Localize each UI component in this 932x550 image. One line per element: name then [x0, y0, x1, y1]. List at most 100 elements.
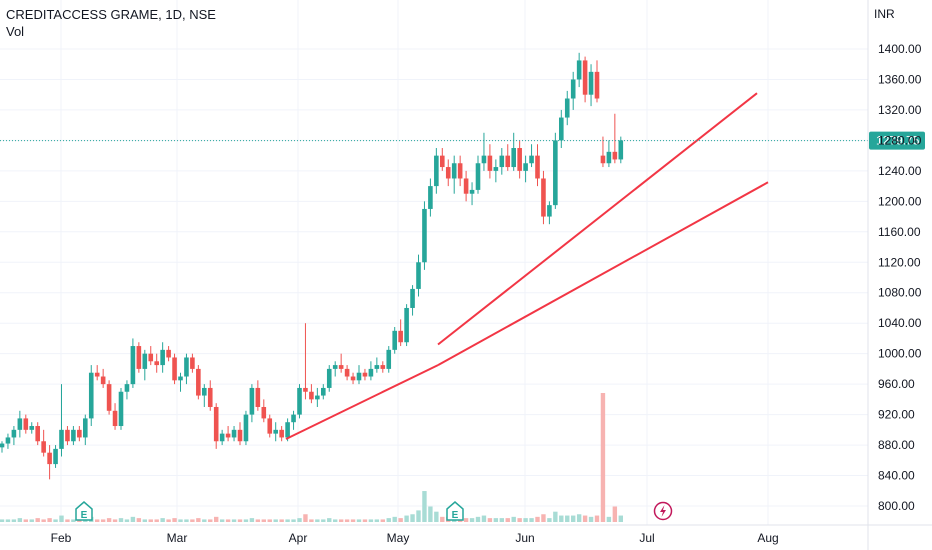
- candle-body: [564, 98, 570, 118]
- volume-bar: [434, 511, 439, 522]
- candle-body: [148, 353, 154, 362]
- volume-bar: [404, 515, 409, 522]
- volume-indicator-label: Vol: [6, 24, 25, 39]
- volume-bar: [541, 514, 546, 522]
- candle-body: [576, 60, 582, 80]
- volume-bar: [350, 519, 356, 522]
- candle-body: [303, 387, 308, 392]
- candle-body: [416, 262, 421, 289]
- candle-body: [172, 357, 177, 381]
- volume-bar: [172, 518, 177, 522]
- time-tick-label: Mar: [167, 531, 188, 545]
- candle-body: [207, 387, 213, 407]
- candle-body: [594, 71, 600, 99]
- candle-body: [309, 391, 314, 400]
- volume-bar: [565, 515, 570, 522]
- candle-body: [582, 60, 588, 95]
- volume-bar: [321, 519, 326, 522]
- symbol-title: CREDITACCESS GRAME, 1D, NSE: [6, 7, 216, 22]
- currency-label[interactable]: INR: [874, 7, 895, 21]
- trendlines[interactable]: [285, 92, 769, 440]
- volume-bar: [356, 519, 362, 522]
- candle-body: [398, 330, 403, 343]
- volume-bar: [142, 519, 147, 522]
- volume-bar: [279, 519, 284, 522]
- candle-body: [523, 163, 528, 171]
- candle-body: [273, 429, 278, 434]
- earnings-e-icon[interactable]: E: [75, 501, 93, 521]
- candle-body: [130, 346, 136, 385]
- price-tick-label: 1080.00: [878, 286, 922, 300]
- volume-bar: [553, 511, 558, 522]
- volume-bar: [0, 519, 5, 522]
- candle-body: [196, 368, 201, 396]
- volume-bar: [511, 516, 516, 522]
- earnings-e-icon[interactable]: E: [446, 501, 464, 521]
- volume-bar: [517, 518, 522, 522]
- volume-bar: [261, 519, 266, 522]
- volume-bar: [208, 519, 213, 522]
- candle-body: [511, 148, 516, 168]
- volume-bar: [588, 516, 594, 522]
- candle-body: [404, 307, 409, 343]
- volume-bar: [243, 519, 249, 522]
- volume-bar: [65, 519, 70, 522]
- lightning-icon[interactable]: [653, 501, 673, 521]
- earnings-marker-label: E: [452, 510, 459, 521]
- volume-bar: [214, 516, 219, 522]
- chart-grid: [0, 0, 868, 525]
- volume-bar: [249, 518, 255, 522]
- candle-body: [285, 422, 290, 438]
- last-price-line: 1279.75: [0, 131, 925, 150]
- candle-body: [487, 155, 493, 171]
- volume-bar: [53, 519, 58, 522]
- volume-bar: [291, 519, 296, 522]
- candle-body: [213, 406, 219, 442]
- candle-body: [612, 151, 618, 160]
- volume-bar: [428, 506, 433, 522]
- time-tick-label: Apr: [289, 531, 308, 545]
- volume-bar: [499, 518, 504, 522]
- volume-bar: [315, 519, 320, 522]
- candle-body: [249, 387, 255, 415]
- volume-bar: [398, 518, 403, 522]
- price-tick-label: 960.00: [878, 377, 915, 391]
- volume-bar: [547, 518, 552, 522]
- volume-bar: [106, 518, 112, 522]
- volume-bar: [618, 515, 623, 522]
- candle-body: [124, 384, 130, 392]
- candle-body: [237, 429, 243, 442]
- candle-body: [380, 365, 386, 369]
- candle-body: [106, 384, 112, 411]
- price-tick-label: 1400.00: [878, 42, 922, 56]
- candle-body: [100, 376, 106, 385]
- volume-bar: [41, 519, 46, 522]
- time-tick-label: Jun: [515, 531, 534, 545]
- volume-bar: [184, 519, 189, 522]
- volume-bar: [285, 519, 290, 522]
- candle-body: [517, 148, 522, 171]
- candle-body: [11, 429, 17, 438]
- price-tick-label: 880.00: [878, 438, 915, 452]
- time-tick-label: May: [387, 531, 410, 545]
- candle-body: [94, 372, 100, 377]
- candle-body: [112, 410, 118, 427]
- candle-body: [326, 368, 332, 388]
- candle-body: [154, 361, 159, 366]
- volume-bar: [178, 519, 183, 522]
- candle-body: [231, 429, 237, 438]
- time-axis[interactable]: Feb Mar Apr May Jun Jul Aug: [51, 531, 779, 545]
- last-price-badge: [869, 131, 925, 150]
- candle-body: [291, 414, 296, 423]
- price-tick-label: 840.00: [878, 469, 915, 483]
- candle-body: [267, 418, 273, 434]
- volume-bar: [166, 519, 171, 522]
- volume-bar: [148, 519, 153, 522]
- volume-bar: [5, 519, 11, 522]
- candle-body: [118, 391, 124, 427]
- price-tick-label: 1280.00: [878, 133, 922, 147]
- candle-body: [469, 189, 475, 194]
